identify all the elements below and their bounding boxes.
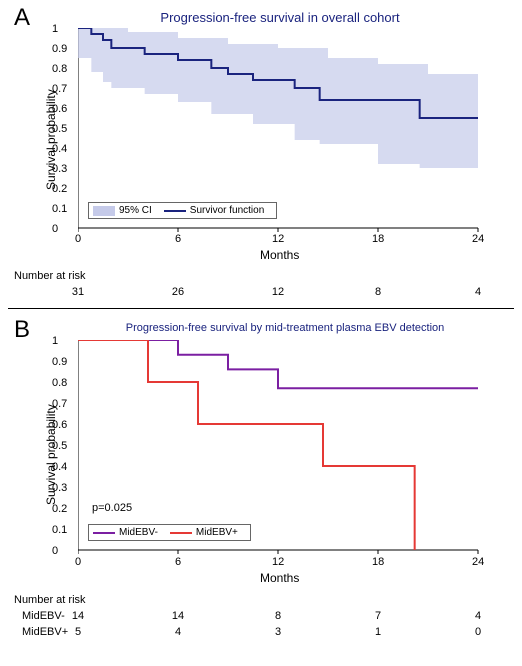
panel-b-label: B xyxy=(14,316,30,344)
panel-b-risk-row0-label: MidEBV- xyxy=(22,610,65,622)
panel-b-series-midebv-pos xyxy=(78,340,415,550)
midebv-neg-line-icon xyxy=(93,532,115,534)
risk-b1-1: 4 xyxy=(170,626,186,638)
panel-b-ylabel: Survival probability xyxy=(44,404,58,505)
panel-b-xticks xyxy=(78,550,478,554)
legend-midebv-pos: MidEBV+ xyxy=(170,527,238,538)
legend-midebv-neg: MidEBV- xyxy=(93,527,158,538)
risk-b1-4: 0 xyxy=(470,626,486,638)
panel-a-xticks xyxy=(78,228,478,232)
panel-a-risk-v4: 4 xyxy=(470,286,486,298)
legend-midebv-neg-label: MidEBV- xyxy=(119,527,158,538)
risk-b1-2: 3 xyxy=(270,626,286,638)
legend-survivor-label: Survivor function xyxy=(190,205,264,216)
panel-a-ylabel: Survival probability xyxy=(44,89,58,190)
panel-divider xyxy=(8,308,514,309)
risk-b1-0: 5 xyxy=(70,626,86,638)
legend-midebv-pos-label: MidEBV+ xyxy=(196,527,238,538)
panel-b-title: Progression-free survival by mid-treatme… xyxy=(75,322,495,334)
risk-b0-2: 8 xyxy=(270,610,286,622)
ci-swatch-icon xyxy=(93,206,115,216)
midebv-pos-line-icon xyxy=(170,532,192,534)
panel-b-xlabel: Months xyxy=(260,571,299,585)
panel-a-risk-v2: 12 xyxy=(270,286,286,298)
risk-b0-1: 14 xyxy=(170,610,186,622)
panel-b-legend: MidEBV- MidEBV+ xyxy=(88,524,251,541)
panel-a-risk-v0: 31 xyxy=(70,286,86,298)
survivor-line-icon xyxy=(164,210,186,212)
panel-a-risk-v3: 8 xyxy=(370,286,386,298)
panel-a-legend: 95% CI Survivor function xyxy=(88,202,277,219)
figure-container: A Progression-free survival in overall c… xyxy=(0,0,522,666)
panel-a-risk-v1: 26 xyxy=(170,286,186,298)
panel-b-series-midebv-neg xyxy=(78,340,478,388)
risk-b0-4: 4 xyxy=(470,610,486,622)
panel-b-pvalue: p=0.025 xyxy=(92,502,132,514)
panel-a-label: A xyxy=(14,4,30,32)
panel-a-risk-header: Number at risk xyxy=(14,270,86,282)
panel-b-risk-row1-label: MidEBV+ xyxy=(22,626,68,638)
legend-survivor-item: Survivor function xyxy=(164,205,264,216)
panel-b-risk-header: Number at risk xyxy=(14,594,86,606)
risk-b1-3: 1 xyxy=(370,626,386,638)
legend-ci-item: 95% CI xyxy=(93,205,152,216)
panel-a-xlabel: Months xyxy=(260,248,299,262)
panel-a-title: Progression-free survival in overall coh… xyxy=(80,10,480,25)
risk-b0-0: 14 xyxy=(70,610,86,622)
legend-ci-label: 95% CI xyxy=(119,205,152,216)
risk-b0-3: 7 xyxy=(370,610,386,622)
